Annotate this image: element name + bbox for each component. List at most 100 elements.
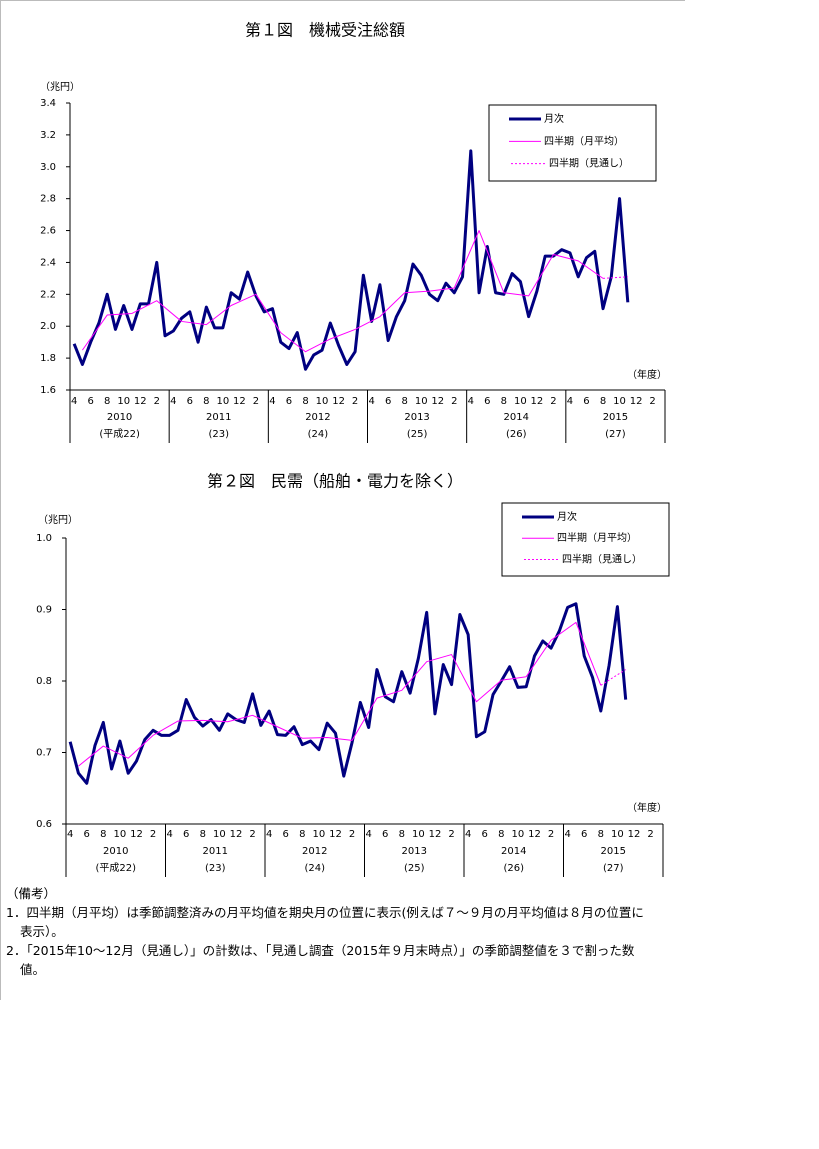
series-line [78, 621, 602, 767]
y-tick-label: 2.2 [40, 289, 56, 300]
legend-label: 月次 [557, 510, 577, 523]
x-tick-label: 8 [600, 396, 606, 407]
x-tick-label: 4 [567, 396, 573, 407]
x-tick-label: 12 [233, 396, 246, 407]
notes: （備考） 1．四半期（月平均）は季節調整済みの月平均値を期央月の位置に表示(例え… [6, 884, 656, 979]
x-tick-label: 6 [382, 829, 388, 840]
x-tick-label: 4 [269, 396, 275, 407]
x-tick-label: 10 [512, 829, 525, 840]
y-tick-label: 3.2 [40, 130, 56, 141]
year-label: 2010 [107, 412, 132, 423]
x-tick-label: 6 [482, 829, 488, 840]
x-tick-label: 8 [498, 829, 504, 840]
year-label: 2012 [302, 846, 327, 857]
legend-label: 四半期（見通し） [549, 157, 629, 170]
x-tick-label: 10 [412, 829, 425, 840]
chart-title: 第２図 民需（船舶・電力を除く） [207, 472, 463, 491]
x-tick-label: 10 [117, 396, 130, 407]
x-axis-label: （年度） [627, 801, 667, 814]
x-tick-label: 8 [399, 829, 405, 840]
x-tick-label: 2 [451, 396, 457, 407]
x-tick-label: 8 [402, 396, 408, 407]
y-tick-label: 2.4 [40, 257, 56, 268]
legend-label: 四半期（月平均） [544, 134, 624, 147]
x-tick-label: 8 [501, 396, 507, 407]
y-tick-label: 0.6 [36, 819, 52, 830]
x-tick-label: 2 [448, 829, 454, 840]
notes-heading: （備考） [6, 886, 57, 901]
x-tick-label: 4 [365, 829, 371, 840]
x-tick-label: 6 [583, 396, 589, 407]
year-label: 2014 [501, 846, 526, 857]
x-tick-label: 10 [213, 829, 226, 840]
series-line [72, 149, 630, 371]
x-tick-label: 10 [613, 396, 626, 407]
x-tick-label: 2 [548, 829, 554, 840]
x-tick-label: 4 [465, 829, 471, 840]
x-tick-label: 12 [630, 396, 643, 407]
year-label: 2015 [601, 846, 626, 857]
y-tick-label: 0.9 [36, 605, 52, 616]
y-tick-label: 1.0 [36, 533, 52, 544]
x-tick-label: 8 [203, 396, 209, 407]
x-tick-label: 4 [166, 829, 172, 840]
x-tick-label: 2 [647, 829, 653, 840]
x-tick-label: 6 [283, 829, 289, 840]
x-tick-label: 10 [114, 829, 127, 840]
x-tick-label: 10 [415, 396, 428, 407]
x-tick-label: 6 [183, 829, 189, 840]
x-tick-label: 6 [187, 396, 193, 407]
x-tick-label: 10 [217, 396, 230, 407]
series-line [68, 602, 628, 785]
x-tick-label: 8 [200, 829, 206, 840]
x-tick-label: 2 [649, 396, 655, 407]
x-tick-label: 4 [266, 829, 272, 840]
year-label: 2013 [404, 412, 429, 423]
x-tick-label: 6 [84, 829, 90, 840]
x-tick-label: 12 [528, 829, 541, 840]
x-tick-label: 2 [154, 396, 160, 407]
y-tick-label: 2.6 [40, 226, 56, 237]
year-label: 2014 [504, 412, 529, 423]
x-tick-label: 2 [550, 396, 556, 407]
era-label: (26) [503, 863, 524, 874]
y-tick-label: 3.0 [40, 162, 56, 173]
era-label: (26) [506, 429, 527, 440]
x-tick-label: 12 [531, 396, 544, 407]
year-label: 2012 [305, 412, 330, 423]
era-label: (27) [605, 429, 626, 440]
x-tick-label: 4 [468, 396, 474, 407]
x-tick-label: 12 [429, 829, 442, 840]
x-tick-label: 4 [564, 829, 570, 840]
x-tick-label: 2 [349, 829, 355, 840]
x-tick-label: 12 [332, 396, 345, 407]
x-tick-label: 4 [71, 396, 77, 407]
y-tick-label: 3.4 [40, 98, 56, 109]
year-label: 2011 [203, 846, 228, 857]
year-label: 2011 [206, 412, 231, 423]
x-tick-label: 8 [598, 829, 604, 840]
note: 2．「2015年10～12月（見通し）」の計数は、「見通し調査（2015年９月末… [6, 943, 635, 977]
era-label: (25) [407, 429, 428, 440]
x-tick-label: 8 [302, 396, 308, 407]
series-line [81, 230, 604, 353]
x-tick-label: 10 [514, 396, 527, 407]
year-label: 2013 [402, 846, 427, 857]
legend-label: 四半期（見通し） [562, 552, 642, 565]
y-tick-label: 0.8 [36, 676, 52, 687]
era-label: (平成22) [99, 428, 140, 440]
x-tick-label: 4 [368, 396, 374, 407]
x-tick-label: 6 [87, 396, 93, 407]
x-axis-label: （年度） [627, 368, 667, 381]
x-tick-label: 12 [134, 396, 147, 407]
x-tick-label: 6 [484, 396, 490, 407]
x-tick-label: 4 [170, 396, 176, 407]
era-label: (24) [308, 429, 329, 440]
x-tick-label: 12 [628, 829, 641, 840]
y-tick-label: 1.8 [40, 353, 56, 364]
year-label: 2015 [603, 412, 628, 423]
y-axis-label: （兆円） [38, 514, 78, 526]
year-label: 2010 [103, 846, 128, 857]
x-tick-label: 10 [313, 829, 326, 840]
